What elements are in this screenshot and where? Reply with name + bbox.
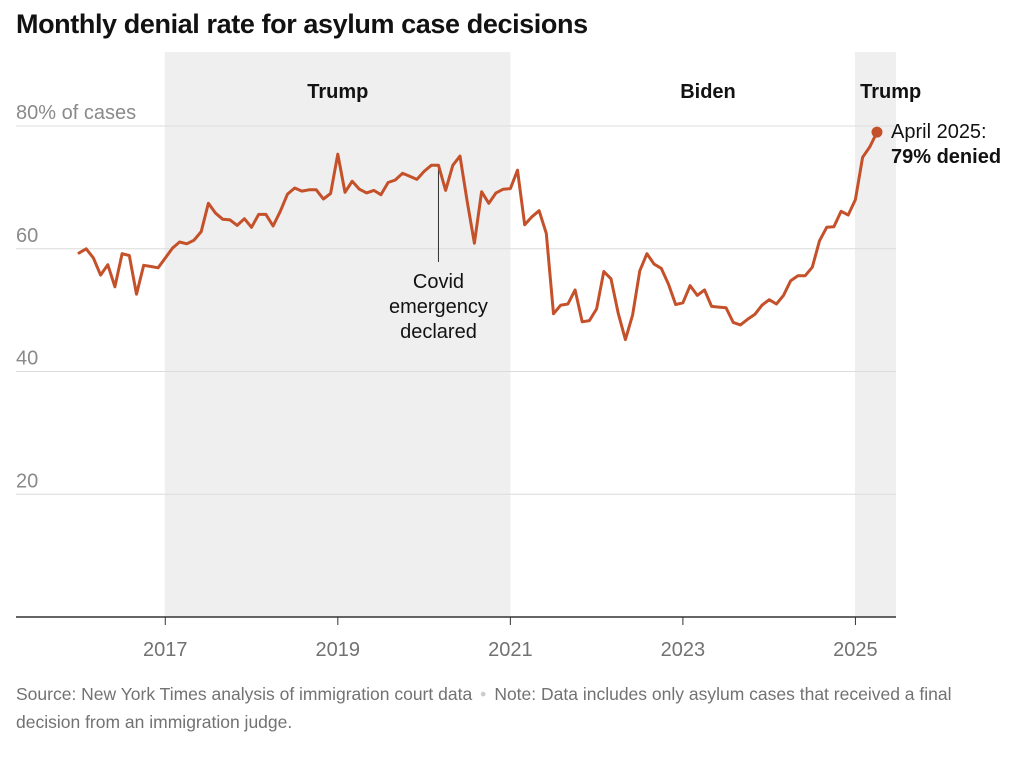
x-tick-label-2021: 2021	[488, 639, 533, 661]
period-label-0: Trump	[307, 81, 368, 103]
y-axis-labels: 20 40 60 80% of cases	[16, 102, 136, 492]
y-tick-label-60: 60	[16, 225, 38, 247]
annotation-line-0: Covid	[413, 271, 464, 293]
annotation-line-2: declared	[400, 321, 477, 343]
endpoint-label-line1: April 2025:	[891, 121, 987, 143]
footer: Source: New York Times analysis of immig…	[16, 680, 1006, 736]
x-tick-label-2019: 2019	[316, 639, 361, 661]
shade-band-0	[164, 52, 511, 617]
x-tick-label-2025: 2025	[833, 639, 878, 661]
endpoint-marker	[871, 126, 883, 138]
annotation-line-1: emergency	[389, 296, 488, 318]
y-tick-label-80: 80% of cases	[16, 102, 136, 124]
gridlines	[16, 125, 896, 495]
series-line	[77, 130, 879, 342]
y-tick-label-20: 20	[16, 470, 38, 492]
y-tick-label-40: 40	[16, 348, 38, 370]
annotations: Covid emergency declared	[389, 169, 488, 343]
footer-separator: •	[480, 684, 487, 704]
period-labels: Trump Biden Trump	[307, 81, 921, 103]
data-note: Note: Data includes only asylum cases th…	[16, 684, 952, 732]
x-axis: 2017 2019 2021 2023 2025	[16, 616, 896, 661]
period-bands	[164, 52, 896, 617]
chart-title: Monthly denial rate for asylum case deci…	[16, 9, 588, 39]
shade-band-2	[854, 52, 896, 617]
period-label-2: Trump	[860, 81, 921, 103]
endpoint-label-group: April 2025: 79% denied	[871, 121, 1001, 168]
x-tick-label-2017: 2017	[143, 639, 188, 661]
series-group	[77, 130, 879, 342]
period-label-1: Biden	[680, 81, 736, 103]
endpoint-label-line2: 79% denied	[891, 146, 1001, 168]
x-tick-label-2023: 2023	[661, 639, 706, 661]
source-note: Source: New York Times analysis of immig…	[16, 684, 473, 704]
